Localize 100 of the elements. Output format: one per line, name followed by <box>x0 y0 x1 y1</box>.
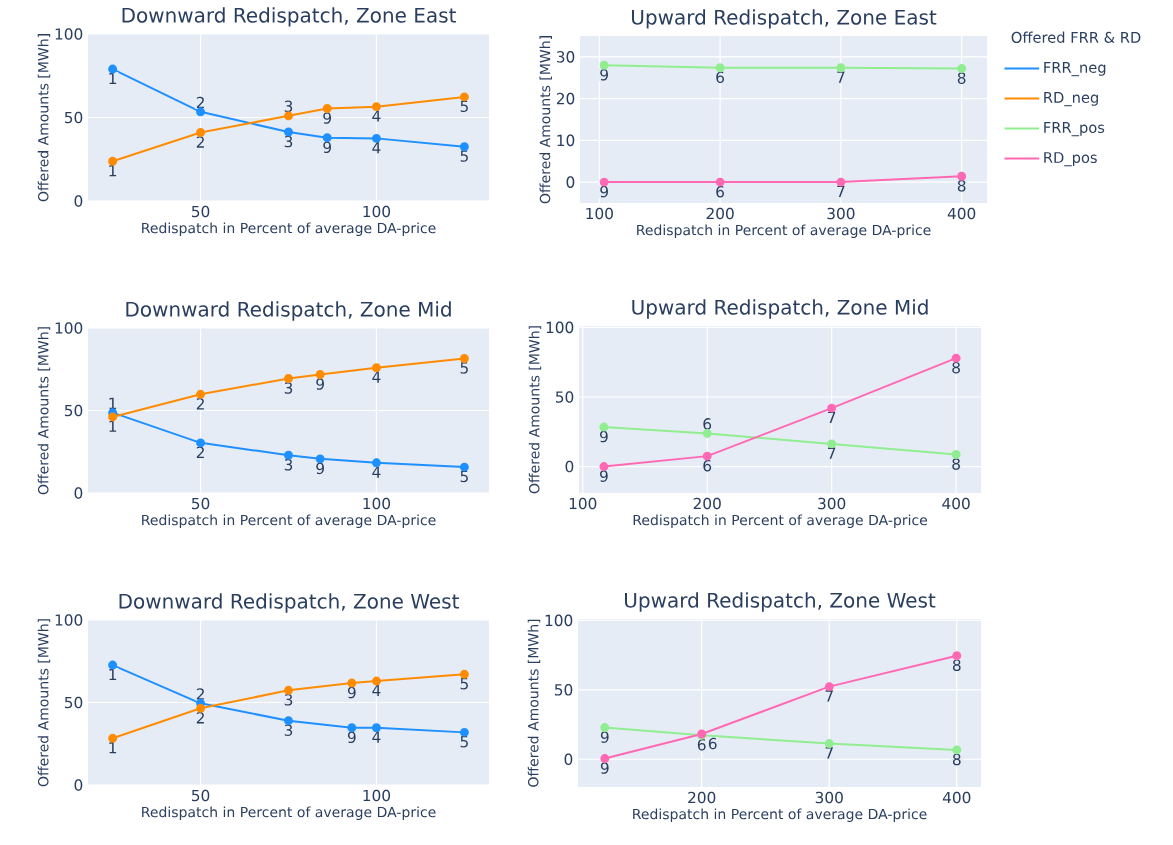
x-tick-label: 300 <box>815 791 843 804</box>
annotation: 7 <box>837 185 845 198</box>
point <box>284 127 293 137</box>
point <box>196 703 206 713</box>
annotation: 9 <box>323 141 331 154</box>
annotation: 5 <box>460 470 468 483</box>
x-tick-label: 50 <box>192 497 210 510</box>
annotation: 5 <box>460 678 468 690</box>
text: RD_neg <box>1044 92 1098 107</box>
y-tick-label: 100 <box>55 614 83 626</box>
point <box>347 678 357 688</box>
x-axis-title: Redispatch in Percent of average DA-price <box>633 514 928 529</box>
x-tick-label: 100 <box>363 789 391 802</box>
y-axis-title: Offered Amounts [MWh] <box>37 619 51 787</box>
annotation: 9 <box>316 462 324 475</box>
point <box>459 669 469 679</box>
legend-label: FRR_pos <box>1044 122 1105 137</box>
x-tick-label: 300 <box>827 207 855 220</box>
annotation: 9 <box>323 112 331 124</box>
annotation: 9 <box>347 686 356 699</box>
point <box>108 733 118 743</box>
y-tick-label: 0 <box>566 176 575 188</box>
point <box>371 133 381 143</box>
point <box>284 450 293 460</box>
annotation: 3 <box>284 100 293 113</box>
annotation: 4 <box>372 466 381 478</box>
annotation: 1 <box>109 420 117 432</box>
y-tick-label: 50 <box>554 684 573 696</box>
y-tick-label: 50 <box>555 391 574 403</box>
x-axis-title: Redispatch in Percent of average DA-price <box>142 222 436 237</box>
point <box>284 374 293 383</box>
y-axis-title: Offered Amounts [MWh] <box>37 34 51 202</box>
y-axis-title: Offered Amounts [MWh] <box>527 619 541 787</box>
point <box>715 177 725 187</box>
x-tick-label: 50 <box>192 789 210 802</box>
annotation: 8 <box>952 659 961 671</box>
annotation: 4 <box>372 684 381 696</box>
annotation: 2 <box>196 398 204 410</box>
y-tick-label: 100 <box>546 321 574 334</box>
x-tick-label: 200 <box>688 791 716 804</box>
y-tick-label: 0 <box>74 487 83 499</box>
y-tick-label: 30 <box>556 51 575 63</box>
annotation: 1 <box>109 742 117 754</box>
annotation: 1 <box>109 72 117 84</box>
legend-label: RD_pos <box>1044 152 1097 167</box>
annotation: 8 <box>952 753 961 766</box>
point <box>347 723 357 733</box>
legend-title: Offered FRR & RD <box>1011 31 1141 43</box>
annotation: 3 <box>284 694 293 706</box>
point <box>284 685 293 695</box>
annotation: 3 <box>284 382 293 394</box>
x-tick-label: 100 <box>586 207 613 220</box>
chart-title: Upward Redispatch, Zone Mid <box>632 299 928 319</box>
point <box>599 422 609 432</box>
annotation: 9 <box>599 430 608 443</box>
y-tick-label: 0 <box>565 460 574 473</box>
y-axis-title: Offered Amounts [MWh] <box>37 327 51 495</box>
x-tick-label: 50 <box>192 205 210 218</box>
annotation: 4 <box>372 731 381 743</box>
y-tick-label: 10 <box>557 134 575 147</box>
point <box>196 128 206 137</box>
y-tick-label: 0 <box>564 753 573 766</box>
point <box>599 177 609 187</box>
x-tick-label: 100 <box>363 497 391 510</box>
annotation: 5 <box>460 736 468 748</box>
point <box>459 354 469 363</box>
annotation: 9 <box>600 68 608 81</box>
annotation: 4 <box>372 110 381 122</box>
annotation: 9 <box>599 470 608 482</box>
x-tick-label: 400 <box>942 791 971 804</box>
chart-title: Downward Redispatch, Zone West <box>119 593 459 613</box>
annotation: 7 <box>825 747 833 759</box>
x-axis-title: Redispatch in Percent of average DA-price <box>637 224 931 238</box>
y-tick-label: 50 <box>64 404 83 417</box>
annotation: 7 <box>825 690 833 702</box>
point <box>108 64 118 74</box>
y-axis-title: Offered Amounts [MWh] <box>528 326 542 494</box>
point <box>196 107 206 117</box>
annotation: 3 <box>284 135 293 148</box>
annotation: 3 <box>284 724 293 736</box>
chart-title: Upward Redispatch, Zone East <box>632 9 937 29</box>
point <box>951 449 961 459</box>
point <box>284 111 293 121</box>
annotation: 9 <box>600 731 609 743</box>
annotation: 6 <box>716 71 725 84</box>
x-axis-title: Redispatch in Percent of average DA-price <box>142 514 436 529</box>
annotation: 8 <box>952 458 960 470</box>
annotation: 9 <box>347 731 356 744</box>
x-tick-label: 300 <box>818 497 846 510</box>
annotation: 6 <box>697 738 706 751</box>
chart-title: Upward Redispatch, Zone West <box>625 592 936 612</box>
y-tick-label: 100 <box>55 322 83 334</box>
y-tick-label: 20 <box>556 92 575 105</box>
y-tick-label: 100 <box>55 28 83 40</box>
y-axis-title: Offered Amounts [MWh] <box>539 36 552 204</box>
annotation: 4 <box>372 142 381 154</box>
annotation: 5 <box>460 362 468 374</box>
point <box>108 660 118 670</box>
annotation: 6 <box>716 185 725 198</box>
annotation: 2 <box>196 136 204 148</box>
